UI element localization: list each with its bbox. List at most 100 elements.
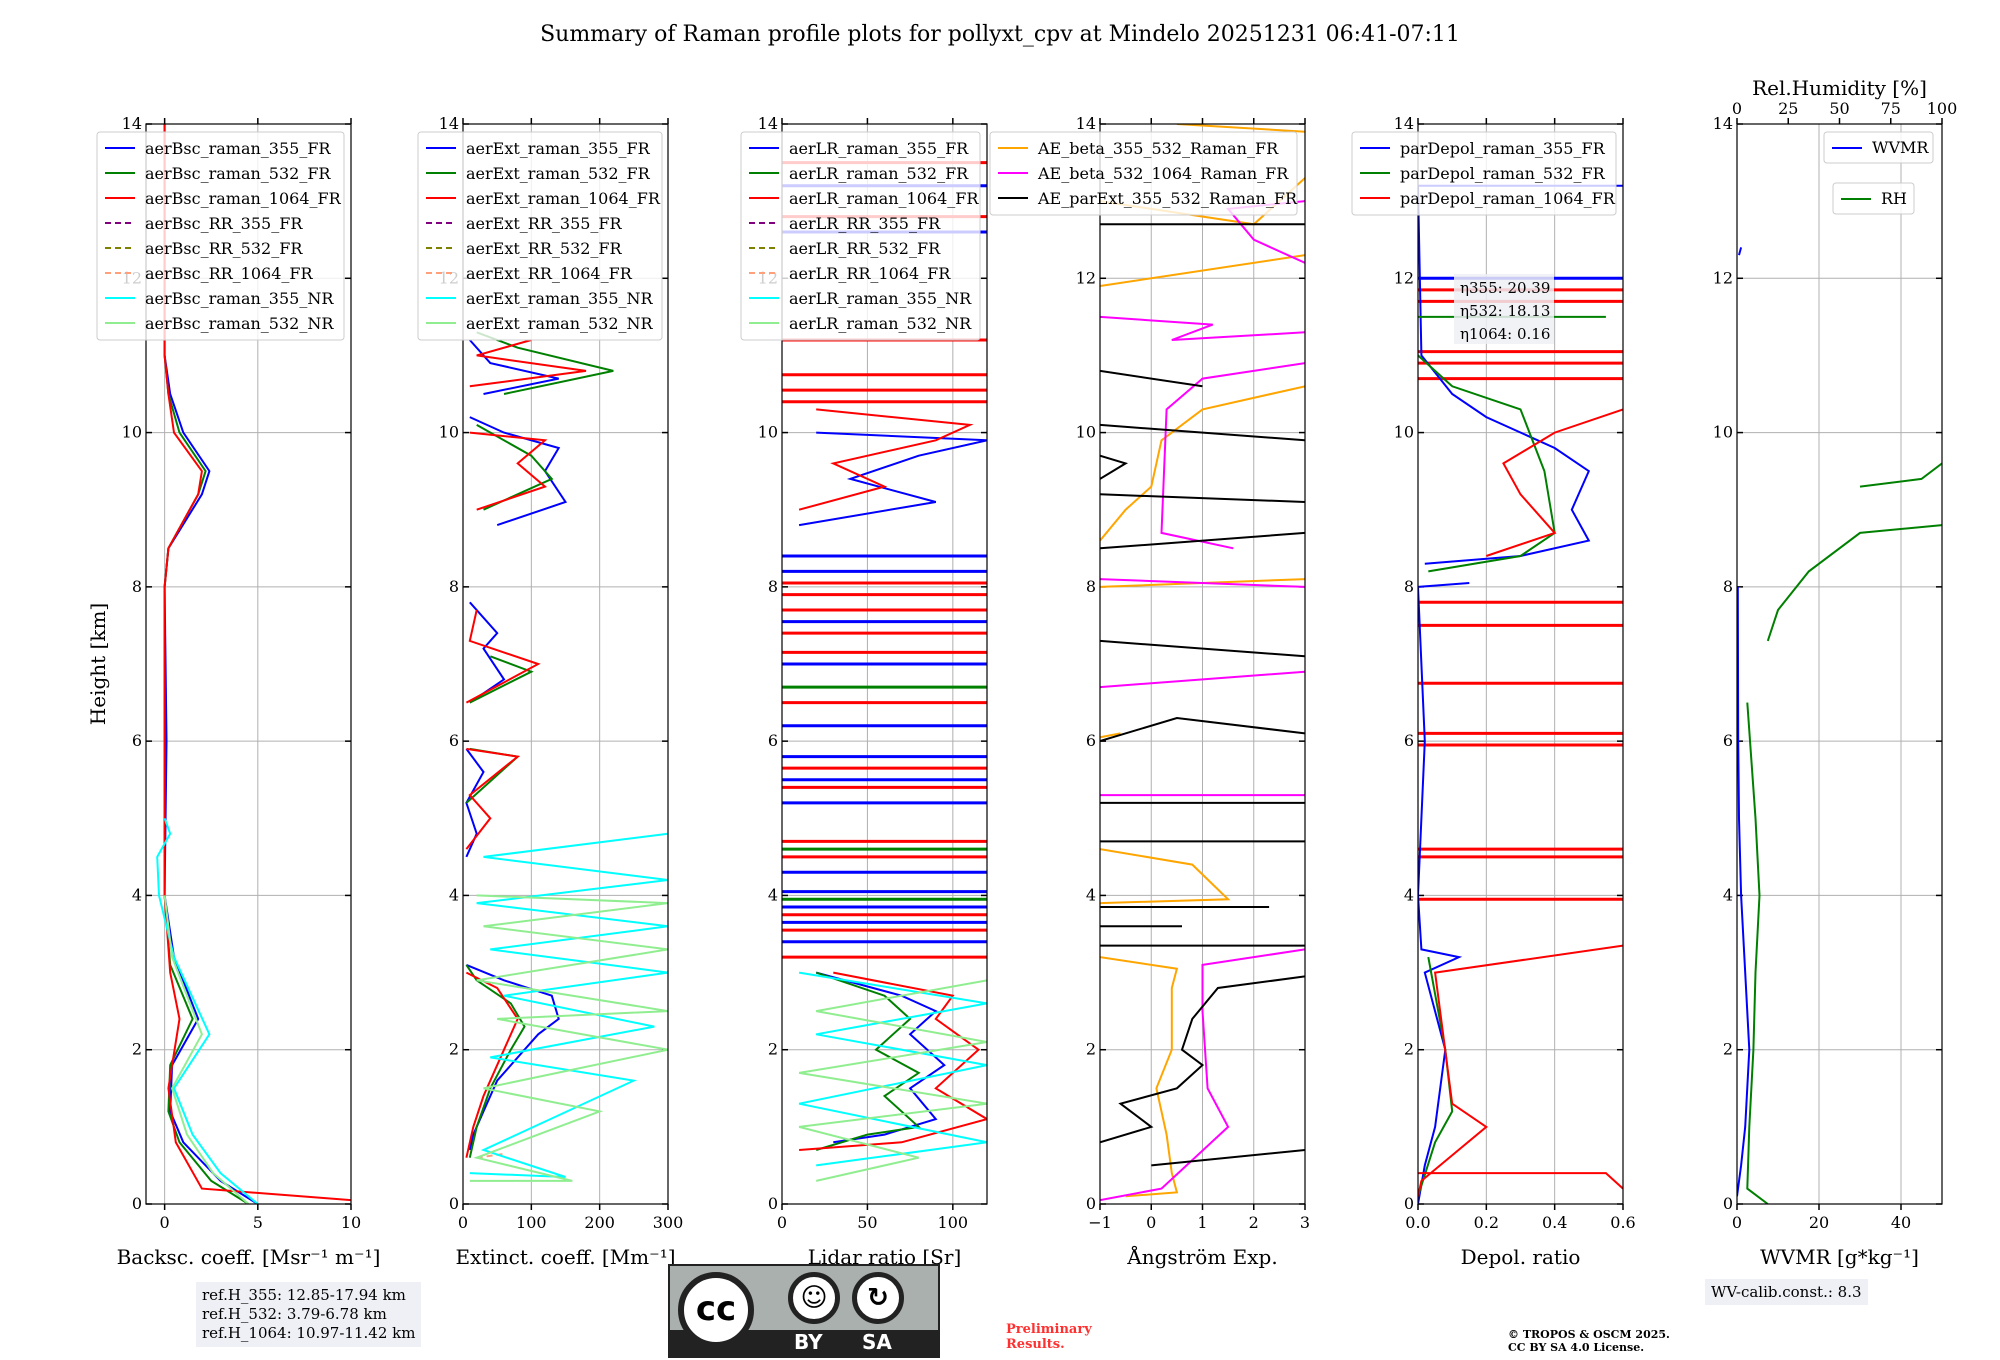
y-tick-label: 0 — [768, 1194, 778, 1213]
panel-backscatter: 024681012140510Backsc. coeff. [Msr⁻¹ m⁻¹… — [96, 114, 381, 1269]
axes-frame — [1417, 123, 1624, 1205]
data-layer — [465, 331, 668, 1182]
x-axis-label: Ångström Exp. — [1126, 1244, 1277, 1269]
legend-label: aerExt_raman_355_NR — [466, 289, 654, 308]
panel-extinction: 024681012140100200300Extinct. coeff. [Mm… — [417, 114, 683, 1269]
eta-annotation: η1064: 0.16 — [1460, 325, 1550, 343]
legend-label: aerExt_RR_355_FR — [466, 214, 623, 233]
x-tick-label: 50 — [857, 1213, 877, 1232]
x-tick-label: 20 — [1809, 1213, 1829, 1232]
legend-label: parDepol_raman_355_FR — [1400, 139, 1606, 158]
y-tick-label: 0 — [132, 1194, 142, 1213]
y-tick-label: 8 — [449, 577, 459, 596]
y-tick-label: 14 — [1076, 114, 1096, 133]
y-tick-label: 10 — [1394, 423, 1414, 442]
eta-annotation: η532: 18.13 — [1460, 302, 1550, 320]
x-tick-label: 100 — [516, 1213, 547, 1232]
legend-label: aerBsc_raman_355_FR — [145, 139, 331, 158]
copyright-line-1: © TROPOS & OSCM 2025. — [1508, 1328, 1670, 1341]
legend-label: aerBsc_raman_532_FR — [145, 164, 331, 183]
x-tick-label: 0.4 — [1542, 1213, 1567, 1232]
series-line-parDepol_raman_355_FR — [1418, 184, 1623, 1204]
legend-label: aerLR_RR_532_FR — [789, 239, 941, 258]
data-layer — [782, 161, 987, 1182]
top-x-tick-label: 100 — [1927, 99, 1958, 118]
x-tick-label: 0 — [1146, 1213, 1156, 1232]
data-layer — [1737, 247, 1942, 1204]
legend-label: aerLR_raman_355_FR — [789, 139, 969, 158]
legend-label: aerBsc_RR_1064_FR — [145, 264, 314, 283]
x-tick-label: 10 — [341, 1213, 361, 1232]
legend-label: aerBsc_raman_532_NR — [145, 314, 334, 333]
ref-height-355: ref.H_355: 12.85-17.94 km — [202, 1286, 406, 1304]
series-line-RH — [1746, 462, 1942, 1204]
y-tick-label: 8 — [1723, 577, 1733, 596]
x-tick-label: 200 — [584, 1213, 615, 1232]
y-tick-label: 10 — [1713, 423, 1733, 442]
y-tick-label: 14 — [122, 114, 142, 133]
series-line-aerLR_raman_532_NR — [798, 979, 987, 1182]
cc-license-logo: cc ☺ ↻ BY SA — [668, 1264, 940, 1358]
legend-label: aerLR_raman_1064_FR — [789, 189, 979, 208]
y-tick-label: 4 — [768, 885, 778, 904]
legend-label: aerExt_RR_532_FR — [466, 239, 623, 258]
y-tick-label: 6 — [768, 731, 778, 750]
y-tick-label: 12 — [1076, 268, 1096, 287]
x-tick-label: 100 — [938, 1213, 969, 1232]
series-line-aerLR_raman_532_FR — [815, 971, 921, 1151]
cc-icon: cc — [678, 1272, 754, 1348]
legend-label: aerExt_raman_532_FR — [466, 164, 651, 183]
series-line-aerLR_raman_1064_FR — [798, 408, 987, 1151]
y-tick-label: 8 — [1086, 577, 1096, 596]
series-line-aerBsc_raman_355_FR — [163, 124, 259, 1204]
legend-label: aerBsc_RR_532_FR — [145, 239, 303, 258]
series-line-aerBsc_raman_355_NR — [156, 817, 259, 1204]
eta-annotation: η355: 20.39 — [1460, 279, 1550, 297]
top-axis-label: Rel.Humidity [%] — [1752, 76, 1927, 100]
series-line-AE_parExt_355_532_Raman_FR — [1100, 223, 1305, 1167]
legend-label: parDepol_raman_1064_FR — [1400, 189, 1616, 208]
top-x-tick-label: 50 — [1829, 99, 1849, 118]
legend-box — [989, 131, 1298, 216]
legend-box — [96, 131, 345, 341]
legend-box — [1823, 131, 1934, 164]
x-axis-label: Backsc. coeff. [Msr⁻¹ m⁻¹] — [117, 1245, 381, 1269]
x-tick-label: 3 — [1300, 1213, 1310, 1232]
y-tick-label: 12 — [1713, 268, 1733, 287]
y-tick-label: 12 — [1394, 268, 1414, 287]
legend-label: parDepol_raman_532_FR — [1400, 164, 1606, 183]
data-layer — [156, 124, 351, 1204]
top-x-tick-label: 0 — [1732, 99, 1742, 118]
y-tick-label: 0 — [1723, 1194, 1733, 1213]
x-tick-label: 0.0 — [1405, 1213, 1430, 1232]
legend-label: WVMR — [1872, 138, 1929, 157]
y-tick-label: 14 — [758, 114, 778, 133]
legend-label: aerExt_raman_1064_FR — [466, 189, 661, 208]
y-tick-label: 6 — [1086, 731, 1096, 750]
series-line-aerExt_raman_532_NR — [469, 894, 668, 1182]
y-tick-label: 2 — [1086, 1040, 1096, 1059]
axes-frame — [145, 123, 352, 1205]
legend-label: aerExt_raman_532_NR — [466, 314, 654, 333]
y-tick-label: 4 — [1404, 885, 1414, 904]
x-tick-label: 40 — [1891, 1213, 1911, 1232]
legend-label: aerLR_RR_1064_FR — [789, 264, 951, 283]
top-x-tick-label: 75 — [1881, 99, 1901, 118]
axes-frame — [1099, 123, 1306, 1205]
series-line-parDepol_raman_1064_FR — [1418, 408, 1623, 1197]
legend-box — [1832, 182, 1915, 215]
panel-depolarization: 0 2 4 6 8 10 12 14 0.0 0.2 0.4 0.6 Depol. ratio parDe… — [1351, 114, 1636, 1269]
wv-calibration-constant: WV-calib.const.: 8.3 — [1705, 1279, 1868, 1305]
copyright-notice: © TROPOS & OSCM 2025. CC BY SA 4.0 Licen… — [1508, 1328, 1670, 1354]
y-tick-label: 10 — [1076, 423, 1096, 442]
y-tick-label: 4 — [1723, 885, 1733, 904]
legend-label: aerExt_raman_355_FR — [466, 139, 651, 158]
y-tick-label: 0 — [449, 1194, 459, 1213]
series-line-aerExt_raman_355_NR — [469, 832, 668, 1178]
series-line-WVMR — [1737, 247, 1751, 1197]
y-tick-label: 6 — [449, 731, 459, 750]
legend-box — [417, 131, 663, 341]
x-tick-label: 2 — [1249, 1213, 1259, 1232]
